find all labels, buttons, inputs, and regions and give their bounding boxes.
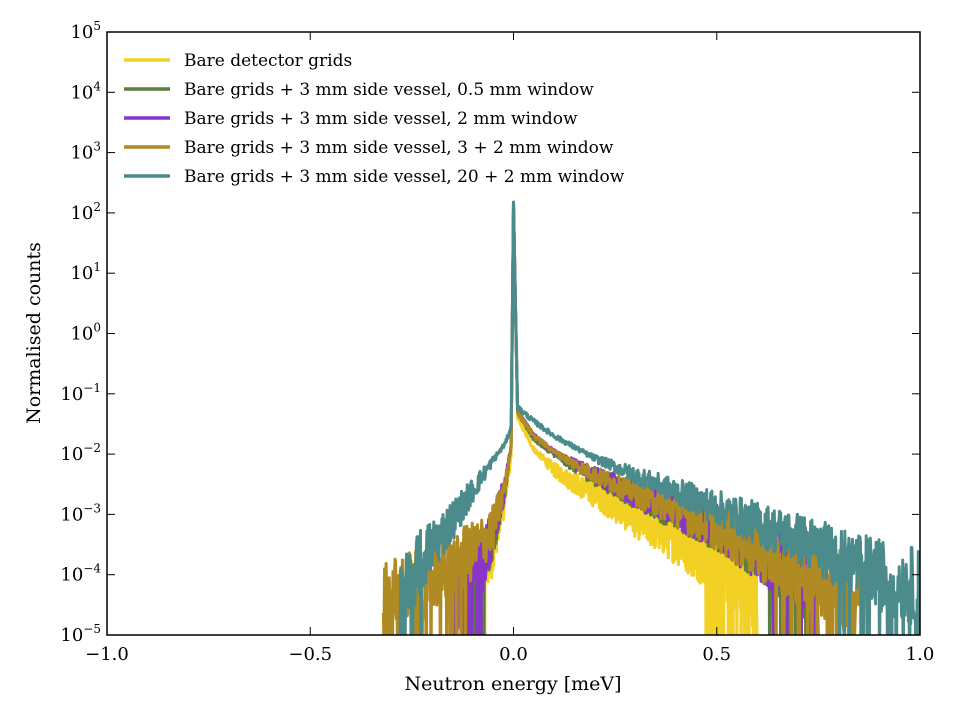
- series-line-4: [381, 200, 861, 635]
- y-tick-label: 102: [70, 200, 101, 224]
- y-tick-label: 10−3: [60, 501, 101, 525]
- y-axis-label: Normalised counts: [23, 242, 45, 424]
- y-tick-label: 101: [70, 260, 101, 284]
- legend-label: Bare grids + 3 mm side vessel, 2 mm wind…: [184, 109, 578, 129]
- x-tick-label: 1.0: [906, 644, 935, 665]
- legend-label: Bare detector grids: [184, 51, 352, 71]
- legend-label: Bare grids + 3 mm side vessel, 0.5 mm wi…: [184, 80, 594, 100]
- x-tick-label: 0.0: [499, 644, 528, 665]
- y-tick-label: 104: [70, 79, 101, 103]
- series-group: [381, 200, 920, 635]
- x-axis-label: Neutron energy [meV]: [404, 673, 621, 695]
- legend-label: Bare grids + 3 mm side vessel, 3 + 2 mm …: [184, 138, 614, 158]
- legend-label: Bare grids + 3 mm side vessel, 20 + 2 mm…: [184, 167, 625, 187]
- y-tick-label: 105: [70, 19, 101, 43]
- y-tick-label: 10−5: [60, 622, 101, 646]
- series-layer: [381, 200, 920, 635]
- x-tick-label: −1.0: [85, 644, 129, 665]
- legend: Bare detector grids Bare grids + 3 mm sid…: [124, 51, 625, 187]
- y-tick-label: 10−4: [60, 562, 101, 586]
- y-tick-label: 100: [70, 321, 101, 345]
- x-tick-label: −0.5: [288, 644, 332, 665]
- series-line-1: [463, 200, 759, 635]
- series-line-3: [451, 200, 820, 635]
- x-tick-label: 0.5: [702, 644, 731, 665]
- series-line-5: [398, 200, 920, 635]
- y-tick-label: 103: [70, 140, 101, 164]
- y-tick-label: 10−1: [60, 381, 101, 405]
- series-line-2: [463, 200, 820, 635]
- y-tick-label: 10−2: [60, 441, 101, 465]
- ticks-layer: −1.0 −0.5 0.0 0.5 1.0 10−5 10−4 10−3 10−2 10−1 100…: [60, 19, 934, 665]
